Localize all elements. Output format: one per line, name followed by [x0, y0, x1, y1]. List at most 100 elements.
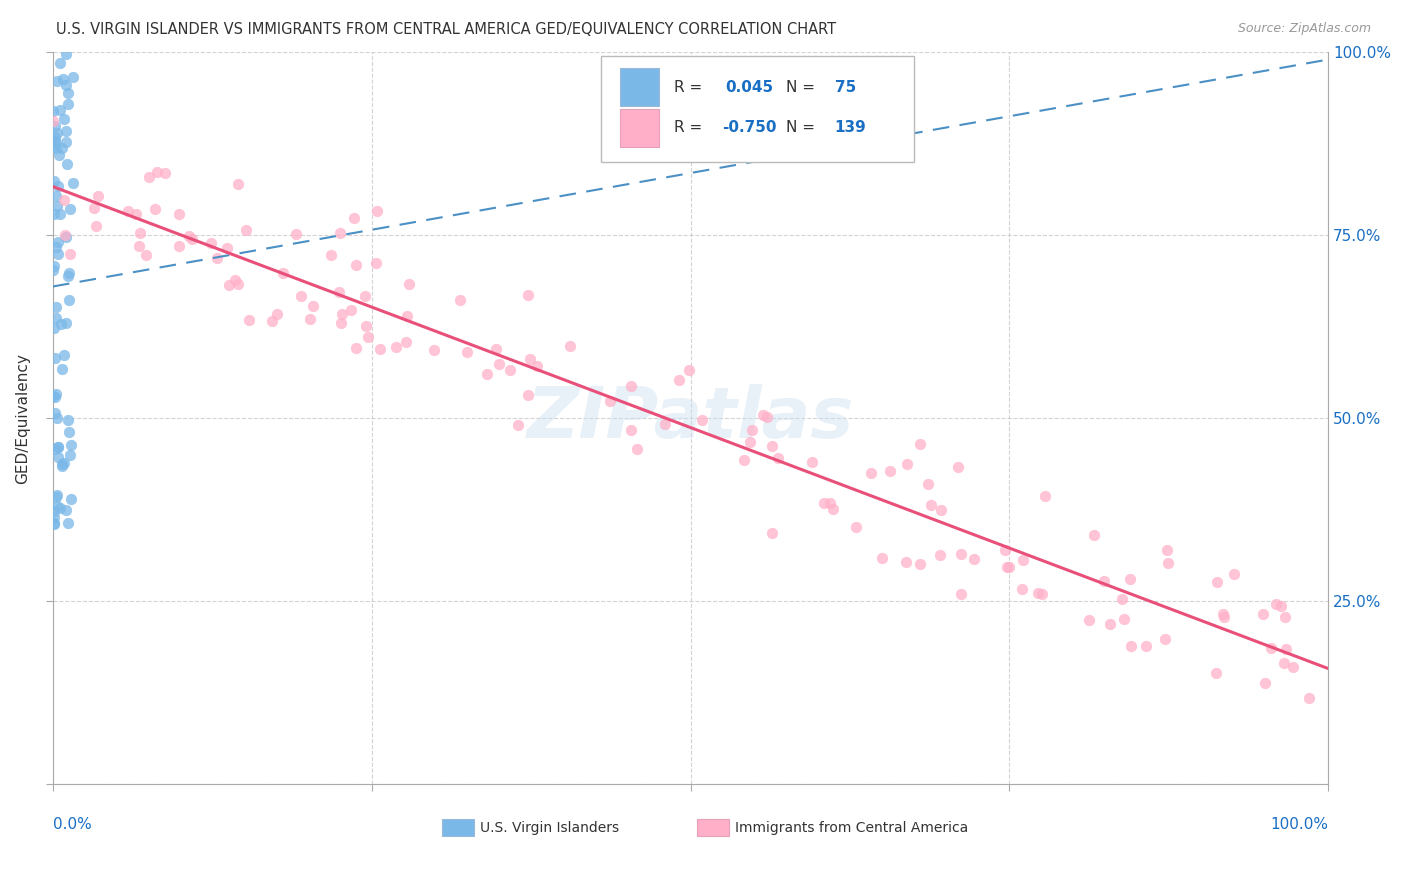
Point	[1274, 610, 1296, 624]
Point	[995, 560, 1018, 574]
Point	[42, 516, 65, 530]
Point	[207, 252, 229, 266]
Point	[56, 516, 79, 530]
Point	[266, 307, 288, 321]
Point	[143, 202, 166, 216]
Point	[654, 417, 676, 432]
Point	[896, 457, 918, 471]
Text: U.S. Virgin Islanders: U.S. Virgin Islanders	[479, 821, 619, 835]
Point	[86, 189, 108, 203]
Point	[328, 285, 350, 299]
Point	[238, 313, 260, 327]
Point	[395, 334, 418, 349]
Point	[83, 201, 105, 215]
Text: Immigrants from Central America: Immigrants from Central America	[735, 821, 969, 835]
Text: N =: N =	[786, 80, 820, 95]
Point	[1011, 582, 1033, 597]
Point	[733, 453, 755, 467]
Point	[58, 425, 80, 439]
Point	[1011, 553, 1033, 567]
Point	[44, 119, 66, 133]
Point	[499, 362, 522, 376]
Point	[948, 459, 970, 474]
Point	[60, 438, 83, 452]
Point	[52, 456, 75, 470]
Point	[56, 87, 79, 101]
Point	[42, 104, 65, 119]
Text: 139: 139	[835, 120, 866, 135]
Point	[756, 409, 779, 424]
Point	[508, 418, 530, 433]
Point	[42, 389, 65, 403]
Point	[741, 423, 763, 437]
Point	[357, 329, 380, 343]
Point	[51, 457, 73, 471]
Point	[42, 263, 65, 277]
Point	[344, 258, 367, 272]
Point	[51, 362, 73, 376]
Point	[44, 130, 66, 145]
Point	[128, 239, 150, 253]
Y-axis label: GED/Equivalency: GED/Equivalency	[15, 353, 30, 483]
Text: 0.045: 0.045	[725, 80, 773, 95]
Point	[801, 455, 824, 469]
Point	[167, 238, 190, 252]
Point	[290, 288, 312, 302]
Point	[1213, 610, 1236, 624]
Point	[299, 311, 322, 326]
Point	[344, 341, 367, 355]
Point	[177, 229, 200, 244]
Point	[768, 450, 790, 465]
Point	[55, 135, 77, 149]
Point	[58, 293, 80, 307]
Point	[1157, 556, 1180, 570]
Bar	[697, 820, 728, 836]
Point	[340, 302, 363, 317]
Point	[1206, 574, 1229, 589]
Point	[46, 440, 69, 454]
Point	[1135, 639, 1157, 653]
Point	[1270, 599, 1292, 613]
Text: ZIPatlas: ZIPatlas	[527, 384, 855, 453]
Point	[56, 269, 79, 284]
Point	[45, 127, 67, 141]
Point	[138, 170, 160, 185]
Point	[1119, 573, 1142, 587]
Point	[44, 351, 66, 365]
Point	[1112, 611, 1135, 625]
Point	[59, 448, 82, 462]
Point	[385, 340, 408, 354]
Point	[62, 70, 84, 85]
Point	[44, 442, 66, 457]
Point	[364, 256, 387, 270]
Point	[1154, 632, 1177, 646]
Text: 0.0%: 0.0%	[53, 817, 91, 832]
Point	[1274, 656, 1296, 670]
Point	[55, 230, 77, 244]
Point	[1033, 489, 1056, 503]
Point	[353, 289, 375, 303]
Point	[45, 300, 67, 314]
Text: Source: ZipAtlas.com: Source: ZipAtlas.com	[1237, 22, 1371, 36]
Point	[44, 321, 66, 335]
Point	[870, 551, 893, 566]
Point	[879, 464, 901, 478]
Point	[62, 176, 84, 190]
Point	[949, 547, 972, 561]
Point	[46, 247, 69, 261]
Point	[55, 47, 77, 62]
Point	[1078, 613, 1101, 627]
Point	[56, 96, 79, 111]
Point	[319, 247, 342, 261]
Point	[516, 287, 538, 301]
Point	[475, 367, 498, 381]
Point	[751, 408, 773, 422]
Point	[962, 551, 984, 566]
Point	[235, 223, 257, 237]
Point	[285, 227, 308, 241]
Text: N =: N =	[786, 120, 820, 135]
Point	[55, 157, 77, 171]
Point	[761, 439, 783, 453]
Point	[42, 113, 65, 128]
Point	[526, 359, 548, 374]
